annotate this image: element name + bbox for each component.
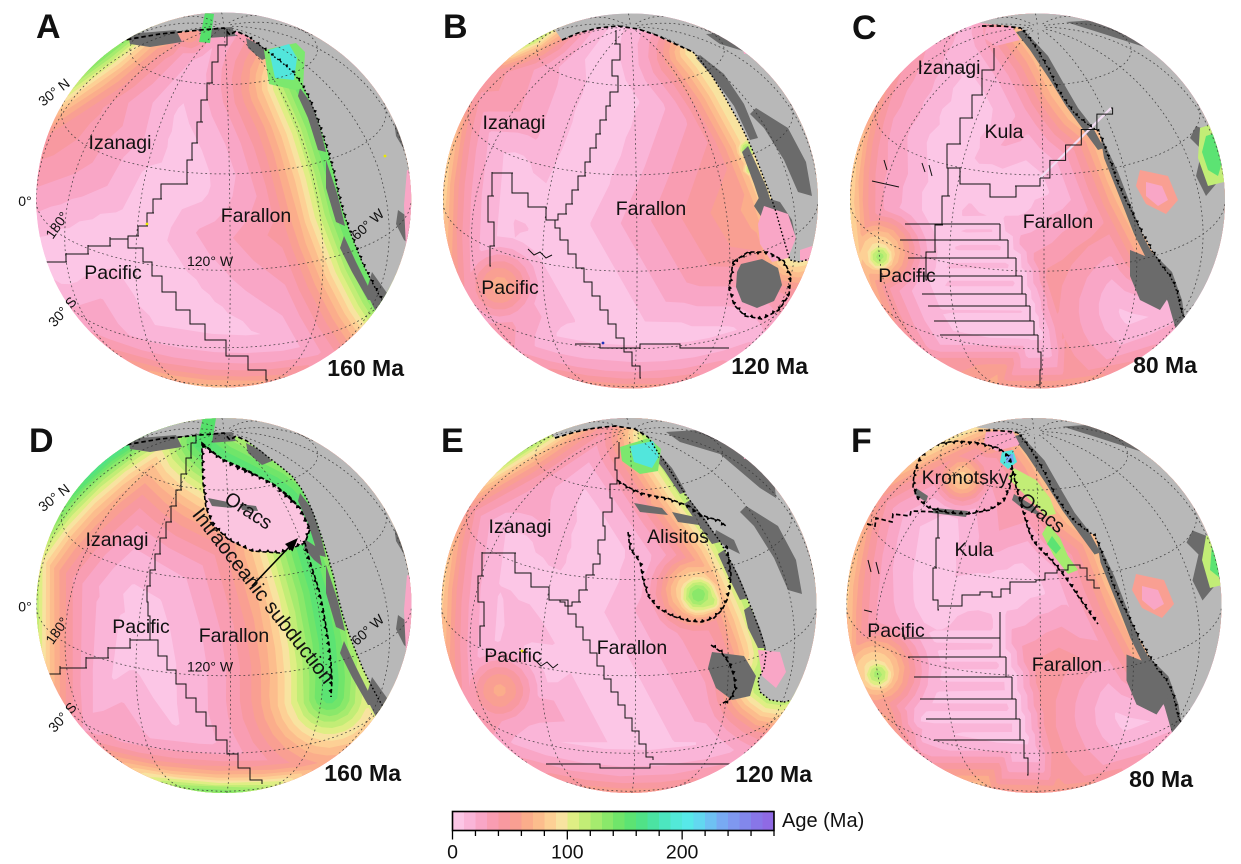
time-label-a: 160 Ma bbox=[327, 355, 404, 381]
plate-boundaries bbox=[45, 27, 405, 381]
plate-label-alisitos-e: Alisitos bbox=[647, 526, 709, 548]
plate-label-kula-f: Kula bbox=[954, 539, 993, 561]
plate-label-kula-c: Kula bbox=[984, 121, 1023, 143]
plate-label-pacific-e: Pacific bbox=[484, 645, 542, 667]
colorbar-title: Age (Ma) bbox=[782, 810, 864, 832]
panel-letter-e: E bbox=[441, 422, 464, 460]
time-label-e: 120 Ma bbox=[735, 761, 812, 787]
landmass bbox=[971, 418, 1222, 765]
time-label-f: 80 Ma bbox=[1129, 766, 1193, 792]
plate-label-pacific-d: Pacific bbox=[112, 616, 170, 638]
time-label-d: 160 Ma bbox=[324, 760, 401, 786]
plate-label-farallon-e: Farallon bbox=[597, 637, 667, 659]
svg-text:100: 100 bbox=[551, 842, 584, 864]
panel-letter-d: D bbox=[29, 422, 54, 460]
plate-label-pacific-c: Pacific bbox=[878, 265, 936, 287]
plate-label-farallon-a: Farallon bbox=[221, 205, 291, 227]
plate-label-farallon-d: Farallon bbox=[199, 625, 269, 647]
plate-label-pacific-f: Pacific bbox=[867, 620, 925, 642]
colorbar-ticks bbox=[451, 830, 775, 840]
grat-label-120w-d: 120° W bbox=[187, 659, 234, 675]
plate-label-izanagi-b: Izanagi bbox=[483, 112, 546, 134]
grat-label-0-a: 0° bbox=[18, 193, 31, 209]
plate-label-farallon-c: Farallon bbox=[1023, 211, 1093, 233]
plate-boundaries bbox=[871, 25, 1197, 386]
panel-letter-a: A bbox=[36, 8, 61, 46]
plate-label-farallon-f: Farallon bbox=[1032, 654, 1102, 676]
panel-letter-f: F bbox=[851, 422, 872, 460]
plate-label-kronotsky-f: Kronotsky bbox=[922, 467, 1009, 489]
plate-label-farallon-b: Farallon bbox=[616, 198, 686, 220]
globe-d bbox=[36, 418, 412, 793]
annotation-arrow bbox=[251, 538, 298, 587]
time-label-b: 120 Ma bbox=[731, 353, 808, 379]
svg-text:200: 200 bbox=[666, 842, 699, 864]
grat-label-120w-a: 120° W bbox=[187, 253, 234, 269]
landmass bbox=[975, 13, 1225, 360]
colorbar: 0 100 200 Age (Ma) bbox=[447, 810, 864, 864]
panel-letter-c: C bbox=[852, 9, 877, 47]
time-label-c: 80 Ma bbox=[1133, 352, 1197, 378]
plate-label-izanagi-c: Izanagi bbox=[918, 57, 981, 79]
plate-label-pacific-a: Pacific bbox=[84, 262, 142, 284]
plate-label-izanagi-d: Izanagi bbox=[86, 529, 149, 551]
colorbar-gradient bbox=[452, 811, 774, 831]
panel-letter-b: B bbox=[443, 8, 468, 46]
colorbar-tick-labels: 0 100 200 bbox=[447, 842, 698, 864]
plate-label-izanagi-e: Izanagi bbox=[489, 516, 552, 538]
grat-label-0-d: 0° bbox=[18, 599, 31, 615]
plate-label-izanagi-a: Izanagi bbox=[89, 132, 152, 154]
plate-label-pacific-b: Pacific bbox=[481, 277, 539, 299]
svg-text:0: 0 bbox=[447, 842, 458, 864]
